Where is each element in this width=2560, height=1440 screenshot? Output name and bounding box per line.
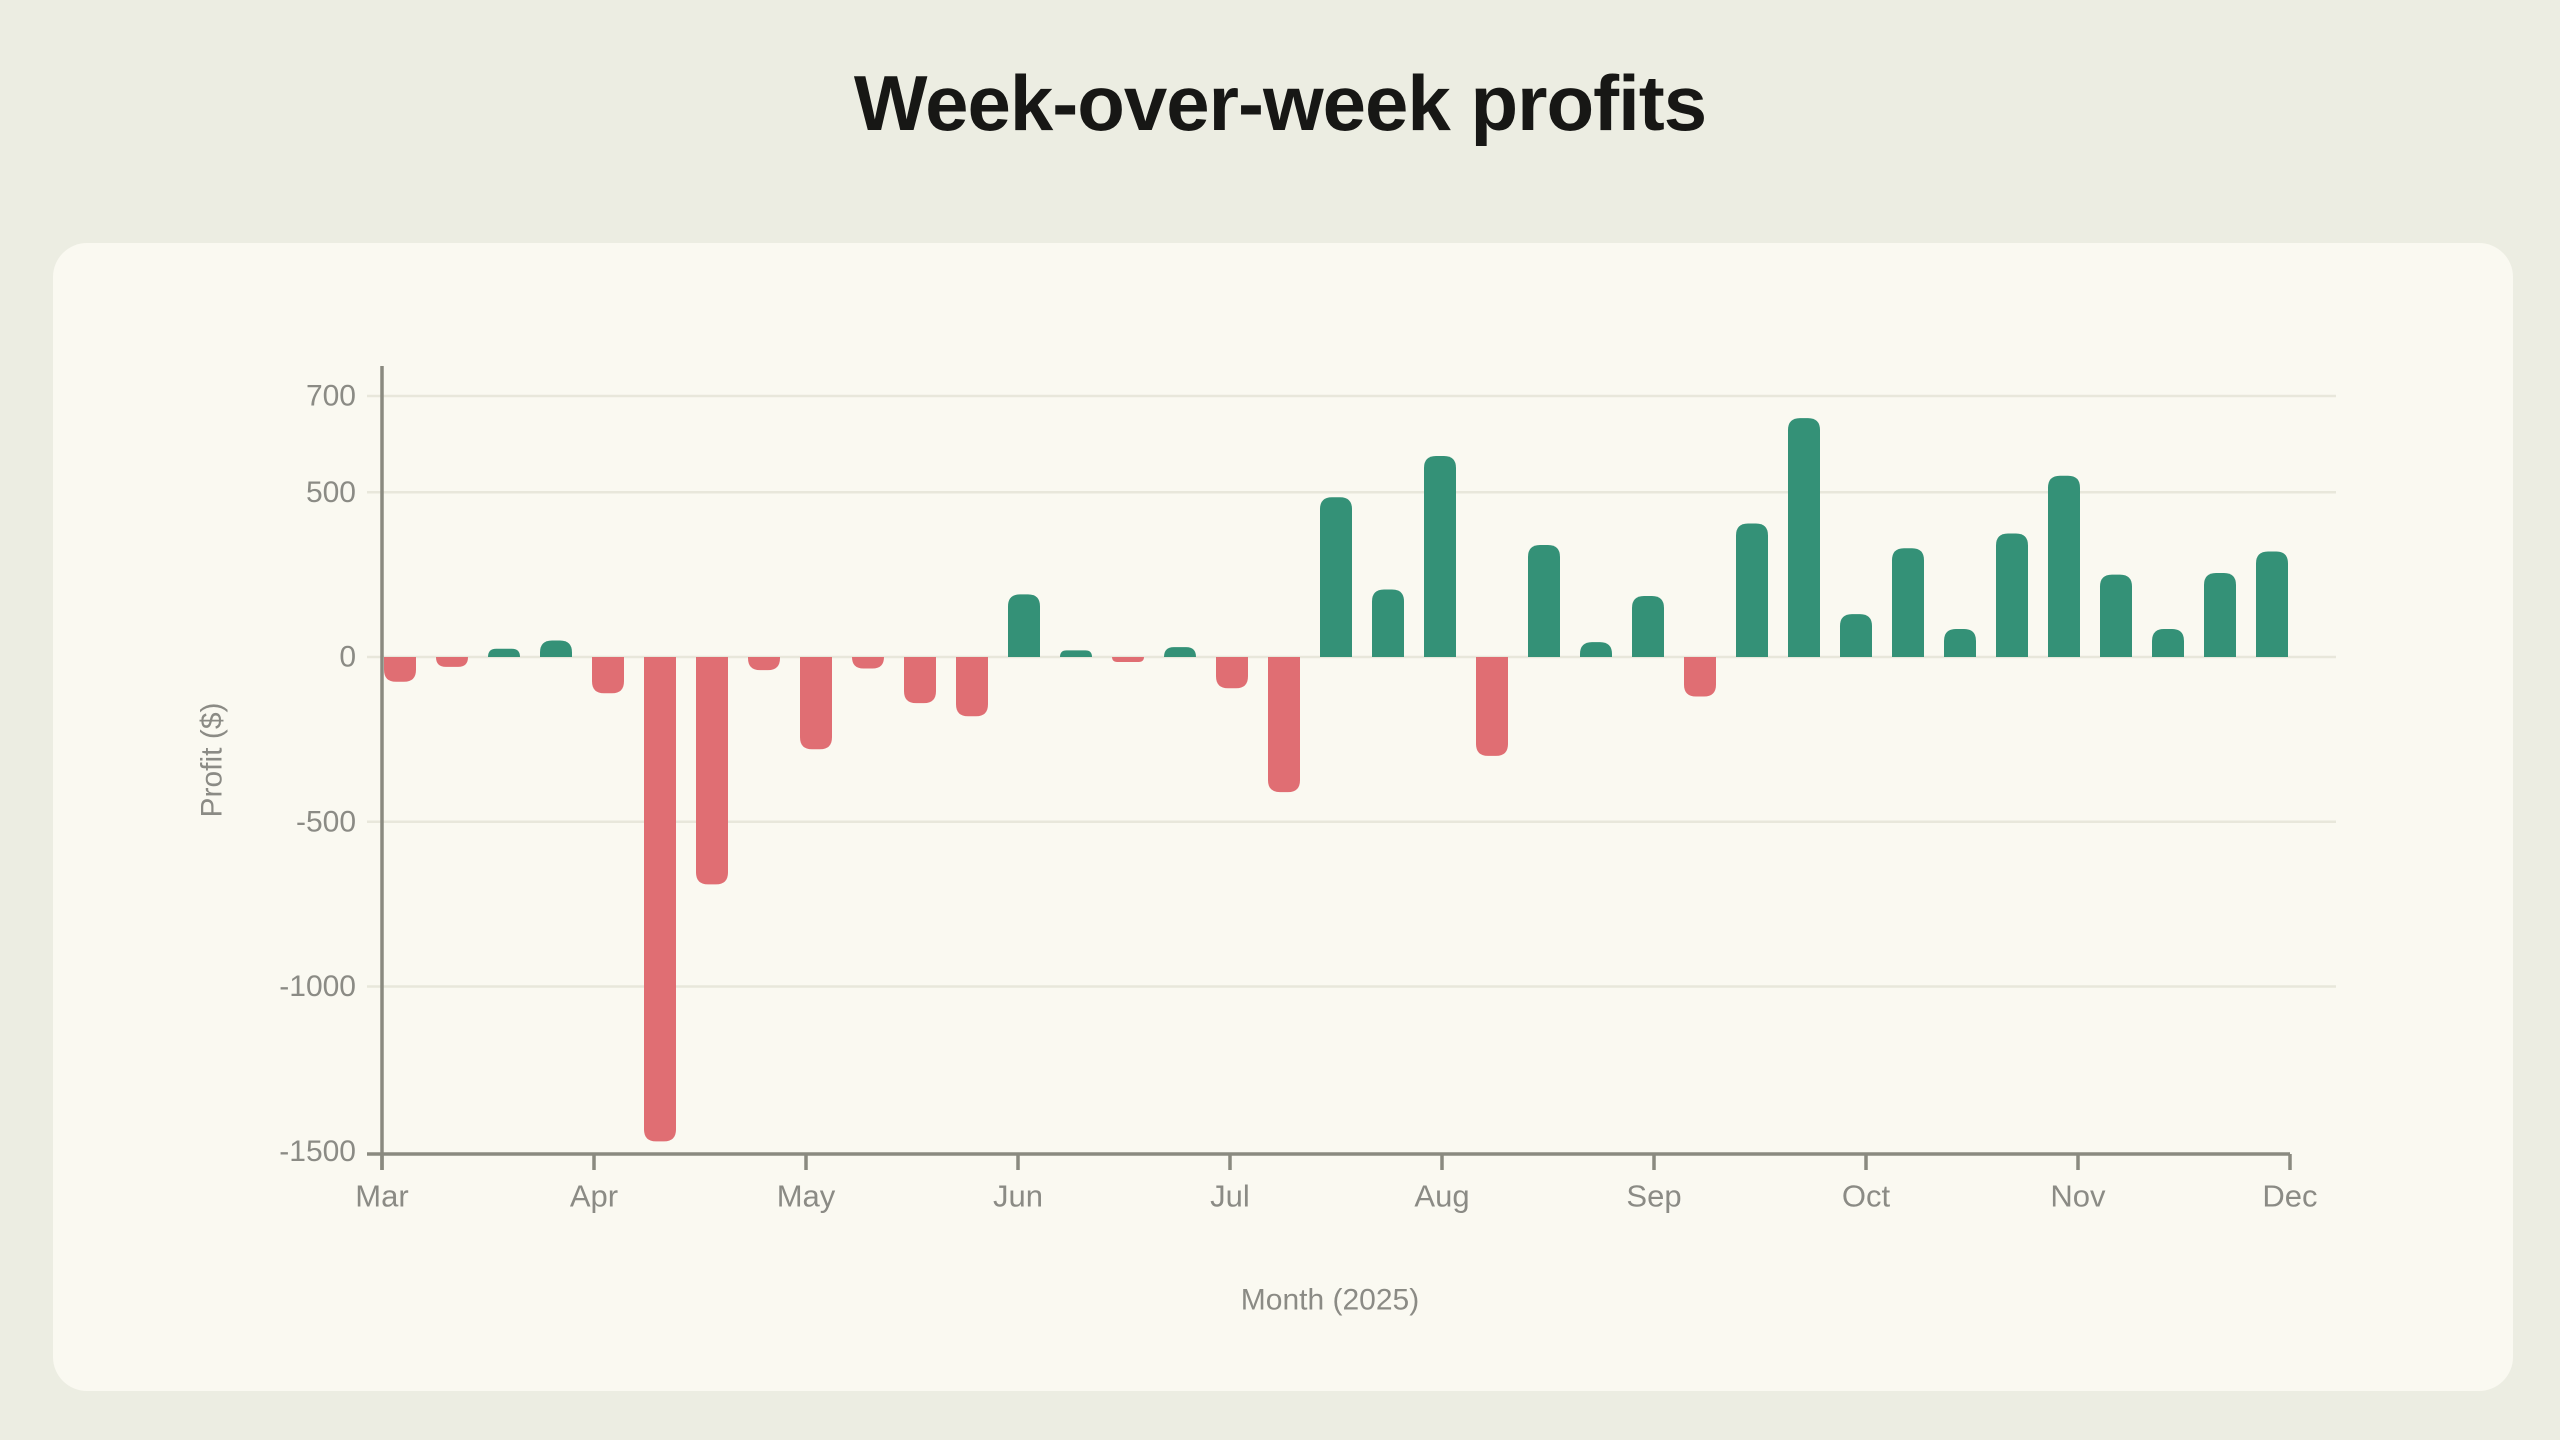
bar	[748, 657, 780, 671]
bar	[540, 640, 572, 657]
bar	[1424, 456, 1456, 657]
month-label: Sep	[1626, 1179, 1681, 1214]
month-label: Oct	[1842, 1179, 1891, 1214]
bar	[1372, 589, 1404, 657]
bar	[384, 657, 416, 682]
chart-card	[53, 243, 2513, 1391]
bar	[1632, 596, 1664, 657]
bar	[1320, 497, 1352, 657]
bar	[644, 657, 676, 1142]
y-tick-label: 700	[306, 380, 356, 413]
bar	[592, 657, 624, 694]
bar	[800, 657, 832, 750]
y-tick-label: -1000	[279, 970, 356, 1003]
bar	[436, 657, 468, 667]
bar	[696, 657, 728, 885]
bar	[852, 657, 884, 669]
y-tick-label: -1500	[279, 1135, 356, 1168]
bar	[2100, 574, 2132, 657]
y-tick-label: -500	[296, 805, 356, 838]
bar	[1996, 533, 2028, 657]
y-tick-label: 0	[339, 641, 356, 674]
month-label: Nov	[2050, 1179, 2106, 1214]
bar	[1164, 647, 1196, 657]
bar	[2256, 551, 2288, 657]
bar	[1892, 548, 1924, 657]
bar	[956, 657, 988, 717]
bar	[1840, 614, 1872, 657]
month-label: Apr	[570, 1179, 618, 1214]
month-label: May	[777, 1179, 836, 1214]
bar	[1788, 418, 1820, 657]
x-axis-title: Month (2025)	[1241, 1284, 1419, 1317]
bar	[1944, 628, 1976, 657]
month-label: Mar	[355, 1179, 408, 1214]
bar	[2048, 475, 2080, 657]
bar	[1528, 544, 1560, 657]
bar	[2204, 572, 2236, 657]
chart-title: Week-over-week profits	[853, 59, 1707, 147]
bar	[1112, 657, 1144, 662]
bar	[1476, 657, 1508, 756]
y-axis-title: Profit ($)	[196, 702, 229, 817]
bar	[1216, 657, 1248, 689]
bar	[488, 648, 520, 657]
bar	[1268, 657, 1300, 793]
month-label: Jul	[1210, 1179, 1250, 1214]
y-tick-label: 500	[306, 476, 356, 509]
bar	[904, 657, 936, 704]
bar	[2152, 628, 2184, 657]
bar	[1060, 650, 1092, 657]
bar	[1580, 642, 1612, 657]
bar	[1008, 594, 1040, 657]
month-label: Dec	[2262, 1179, 2317, 1214]
month-label: Jun	[993, 1179, 1043, 1214]
bar	[1736, 523, 1768, 657]
bar	[1684, 657, 1716, 697]
month-label: Aug	[1414, 1179, 1469, 1214]
